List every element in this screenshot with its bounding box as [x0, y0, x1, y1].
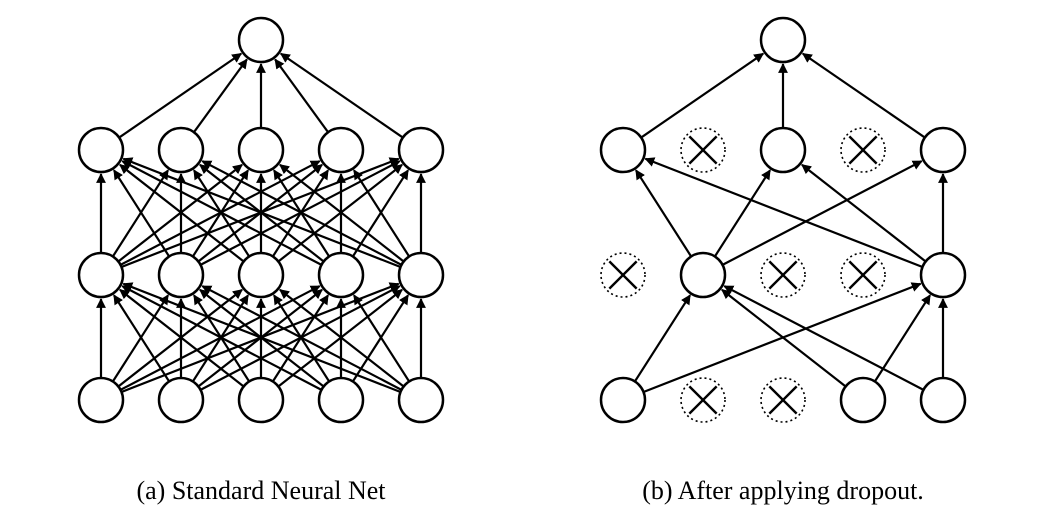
node-dropped [841, 253, 885, 297]
caption-b: (b) After applying dropout. [642, 476, 924, 506]
node-dropped [841, 128, 885, 172]
node [399, 128, 443, 172]
node [841, 378, 885, 422]
node-dropped [681, 128, 725, 172]
node [239, 253, 283, 297]
edge [724, 286, 923, 390]
node [399, 253, 443, 297]
node-dropped [761, 378, 805, 422]
edge [641, 54, 763, 138]
network-b [548, 0, 1018, 470]
node [319, 253, 363, 297]
node [761, 128, 805, 172]
node [601, 128, 645, 172]
node-dropped [761, 253, 805, 297]
node [319, 378, 363, 422]
node-dropped [601, 253, 645, 297]
edge [636, 170, 691, 256]
figure-container: (a) Standard Neural Net (b) After applyi… [0, 0, 1044, 520]
node [79, 128, 123, 172]
node [761, 18, 805, 62]
node [159, 128, 203, 172]
edge [194, 59, 247, 132]
node-dropped [681, 378, 725, 422]
node [921, 128, 965, 172]
node [239, 18, 283, 62]
network-a [26, 0, 496, 470]
edge [281, 54, 403, 138]
panel-a: (a) Standard Neural Net [26, 0, 496, 506]
edge [635, 295, 690, 381]
node [601, 378, 645, 422]
node [79, 378, 123, 422]
edge [803, 54, 925, 138]
node [399, 378, 443, 422]
edge [119, 54, 241, 138]
node [239, 378, 283, 422]
node [239, 128, 283, 172]
caption-a: (a) Standard Neural Net [136, 476, 385, 506]
node [79, 253, 123, 297]
node [921, 253, 965, 297]
edge [722, 290, 846, 387]
node [159, 378, 203, 422]
edge [723, 161, 922, 265]
panel-b: (b) After applying dropout. [548, 0, 1018, 506]
node [921, 378, 965, 422]
node [319, 128, 363, 172]
node [681, 253, 725, 297]
edge [275, 59, 328, 132]
node [159, 253, 203, 297]
